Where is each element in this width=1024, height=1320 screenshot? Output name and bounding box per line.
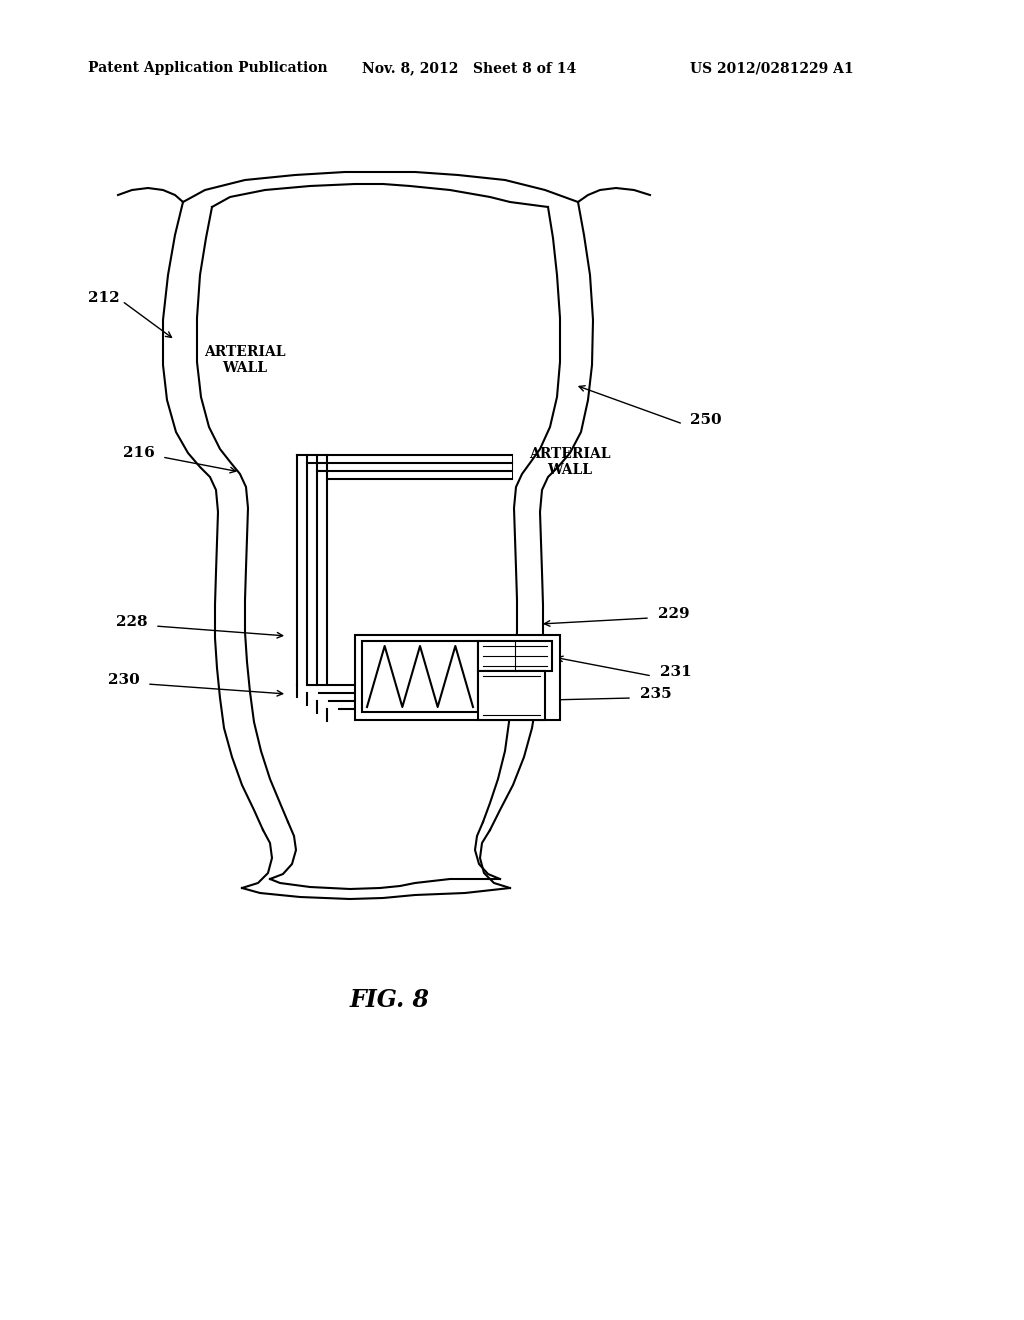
- Text: ARTERIAL
WALL: ARTERIAL WALL: [204, 345, 286, 375]
- Text: Patent Application Publication: Patent Application Publication: [88, 61, 328, 75]
- Text: 235: 235: [640, 686, 672, 701]
- Text: ARTERIAL
WALL: ARTERIAL WALL: [529, 447, 610, 477]
- Text: 230: 230: [109, 673, 140, 686]
- Text: 250: 250: [690, 413, 722, 426]
- Text: US 2012/0281229 A1: US 2012/0281229 A1: [690, 61, 854, 75]
- Text: 229: 229: [658, 607, 689, 620]
- Bar: [355, 635, 560, 719]
- Text: 231: 231: [660, 665, 692, 678]
- Text: Nov. 8, 2012   Sheet 8 of 14: Nov. 8, 2012 Sheet 8 of 14: [362, 61, 577, 75]
- Bar: [478, 642, 552, 671]
- Text: FIG. 8: FIG. 8: [350, 987, 430, 1012]
- Text: 216: 216: [123, 446, 155, 459]
- Bar: [478, 671, 545, 719]
- Text: 228: 228: [117, 615, 148, 630]
- Bar: [362, 642, 478, 711]
- Text: 212: 212: [88, 290, 120, 305]
